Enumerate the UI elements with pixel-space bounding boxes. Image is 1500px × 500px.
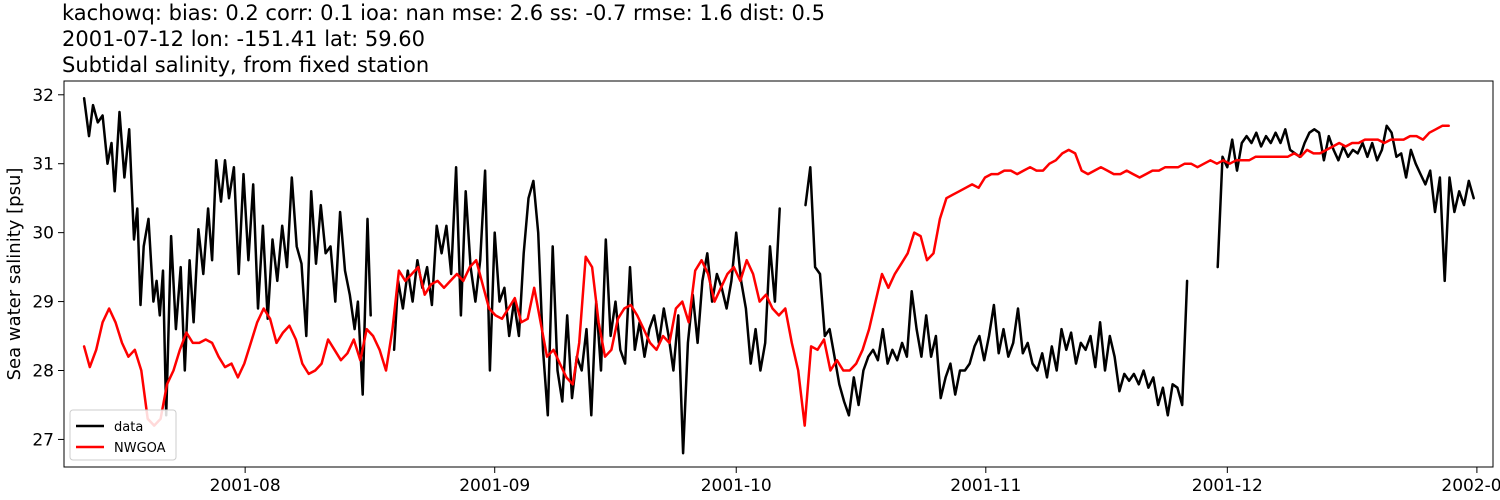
y-tick-label: 30: [32, 224, 54, 244]
axes-frame: [63, 80, 1494, 468]
x-tick-label: 2001-08: [210, 476, 281, 496]
chart-title-stats: kachowq: bias: 0.2 corr: 0.1 ioa: nan ms…: [62, 1, 825, 25]
y-tick-label: 31: [32, 155, 54, 175]
x-tick-label: 2001-11: [950, 476, 1021, 496]
y-tick-label: 27: [32, 430, 54, 450]
x-axis: 2001-08 2001-09 2001-10 2001-11 2001-12 2002-…: [210, 467, 1500, 496]
chart-title-block: kachowq: bias: 0.2 corr: 0.1 ioa: nan ms…: [62, 0, 825, 78]
series-data-line-0: [82, 96, 372, 417]
series-data-line-3: [1216, 124, 1475, 283]
y-tick-label: 29: [32, 293, 54, 313]
x-tick-label: 2001-09: [459, 476, 530, 496]
x-tick-label: 2001-10: [701, 476, 772, 496]
series-data-line-2: [804, 165, 1189, 417]
series-layer: [82, 96, 1475, 455]
legend-label-nwgoa: NWGOA: [114, 441, 166, 456]
chart-title-location: 2001-07-12 lon: -151.41 lat: 59.60: [62, 27, 425, 51]
legend-label-data: data: [114, 420, 143, 435]
chart-title-description: Subtidal salinity, from fixed station: [62, 53, 430, 77]
y-tick-label: 28: [32, 362, 54, 382]
series-data-line-1: [392, 165, 781, 455]
legend: data NWGOA: [69, 409, 177, 461]
y-tick-label: 32: [32, 86, 54, 106]
y-axis: 27 28 29 30 31 32: [32, 86, 64, 450]
x-tick-label: 2001-12: [1192, 476, 1263, 496]
series-nwgoa-line-0: [82, 124, 1450, 427]
y-axis-label: Sea water salinity [psu]: [4, 168, 25, 381]
x-tick-label: 2002-01: [1441, 476, 1500, 496]
